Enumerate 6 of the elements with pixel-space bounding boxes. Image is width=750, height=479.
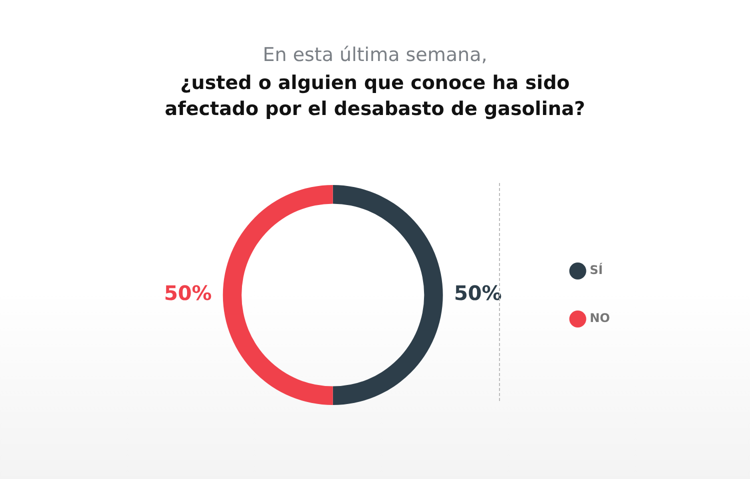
chart-subtitle: ¿usted o alguien que conoce ha sido afectado por el desabasto de gasolina?	[164, 71, 586, 122]
legend-label: NO	[590, 311, 610, 326]
data-label: 50%	[164, 281, 212, 306]
legend-label: SÍ	[590, 262, 604, 278]
data-label: 50%	[454, 281, 502, 306]
chart-title: En esta última semana,	[262, 44, 488, 66]
